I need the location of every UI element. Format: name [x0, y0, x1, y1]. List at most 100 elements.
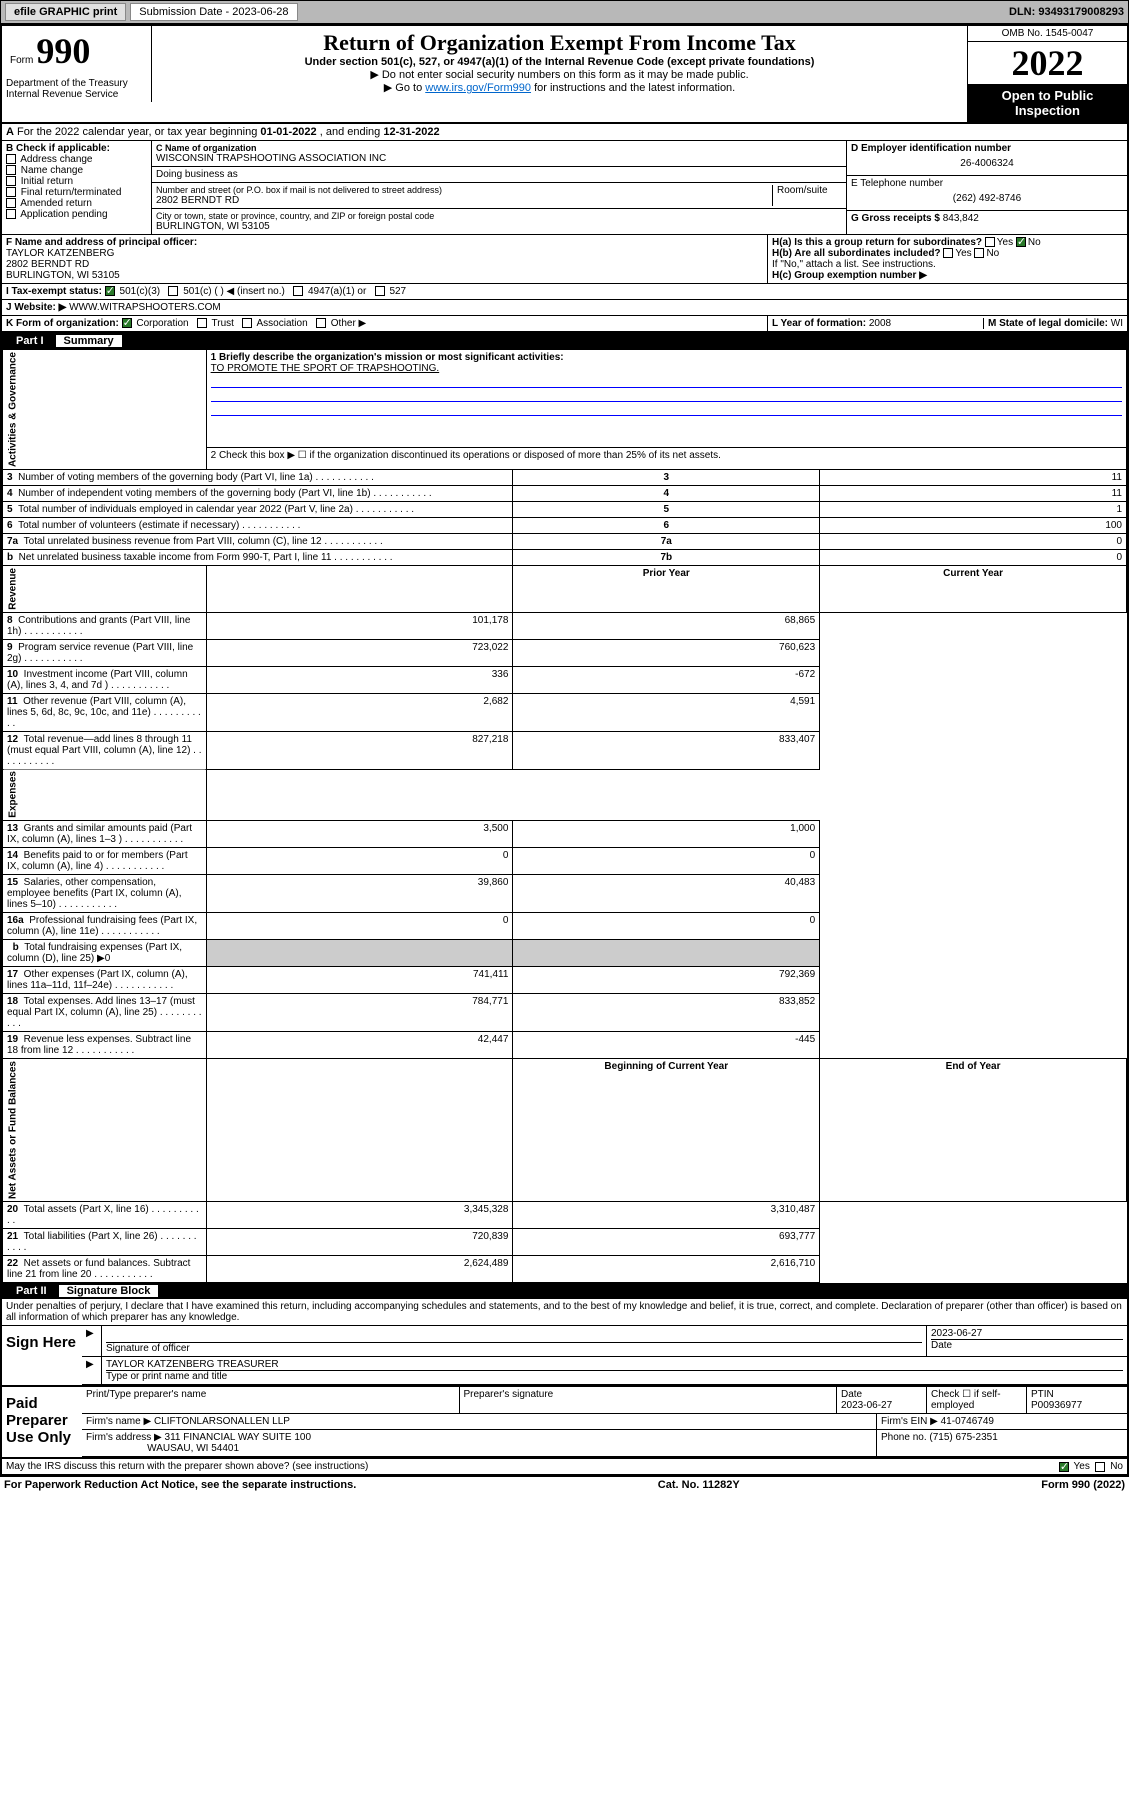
checkbox[interactable] — [6, 176, 16, 186]
footer-cat: Cat. No. 11282Y — [658, 1479, 740, 1491]
note-pre: ▶ Go to — [384, 82, 425, 94]
line-a: A For the 2022 calendar year, or tax yea… — [2, 124, 1127, 141]
ha-label: H(a) Is this a group return for subordin… — [772, 237, 982, 248]
section-c: C Name of organization WISCONSIN TRAPSHO… — [152, 141, 847, 234]
opt-4947: 4947(a)(1) or — [308, 286, 366, 297]
col-spacer — [206, 1059, 513, 1202]
irs-link[interactable]: www.irs.gov/Form990 — [425, 82, 531, 94]
row-py: 101,178 — [206, 612, 513, 639]
4947-checkbox[interactable] — [293, 286, 303, 296]
501c-checkbox[interactable] — [168, 286, 178, 296]
row-py: 3,500 — [206, 821, 513, 848]
side-expenses: Expenses — [3, 769, 207, 821]
row-py: 3,345,328 — [206, 1202, 513, 1229]
row-val: 1 — [820, 502, 1127, 518]
sig-officer-label: Signature of officer — [106, 1342, 922, 1354]
b-item: Name change — [6, 165, 147, 176]
row-cy: 760,623 — [513, 639, 820, 666]
b-item: Initial return — [6, 176, 147, 187]
row-desc: 20 Total assets (Part X, line 16) — [3, 1202, 207, 1229]
may-irs-text: May the IRS discuss this return with the… — [6, 1461, 368, 1472]
summary-table: Activities & Governance 1 Briefly descri… — [2, 349, 1127, 1283]
k-checkbox[interactable] — [316, 318, 326, 328]
part1-header: Part I Summary — [2, 333, 1127, 349]
open-public: Open to Public Inspection — [968, 84, 1127, 122]
row-cy: 2,616,710 — [513, 1256, 820, 1283]
row-desc: 14 Benefits paid to or for members (Part… — [3, 848, 207, 875]
room-suite-label: Room/suite — [772, 185, 842, 206]
row-cy: 792,369 — [513, 967, 820, 994]
k-checkbox[interactable] — [197, 318, 207, 328]
row-py: 42,447 — [206, 1032, 513, 1059]
may-irs-line: May the IRS discuss this return with the… — [2, 1459, 1127, 1475]
row-box: 5 — [513, 502, 820, 518]
city-label: City or town, state or province, country… — [156, 211, 842, 221]
hb-no-checkbox[interactable] — [974, 248, 984, 258]
sig-date: 2023-06-27 — [931, 1328, 1123, 1339]
sign-here-label: Sign Here — [2, 1326, 82, 1385]
row-py: 2,624,489 — [206, 1256, 513, 1283]
line-a-mid: , and ending — [320, 126, 384, 138]
hb-yes-checkbox[interactable] — [943, 248, 953, 258]
ha-no-checkbox[interactable] — [1016, 237, 1026, 247]
row-box: 6 — [513, 518, 820, 534]
row-py: 723,022 — [206, 639, 513, 666]
dln: DLN: 93493179008293 — [1009, 6, 1124, 18]
form-number-box: Form 990 — [2, 26, 152, 76]
penalty-statement: Under penalties of perjury, I declare th… — [2, 1299, 1127, 1326]
side-net-assets: Net Assets or Fund Balances — [3, 1059, 207, 1202]
row-desc: 22 Net assets or fund balances. Subtract… — [3, 1256, 207, 1283]
row-box: 4 — [513, 486, 820, 502]
domicile: WI — [1111, 318, 1123, 329]
end-year-header: End of Year — [820, 1059, 1127, 1202]
city-state-zip: BURLINGTON, WI 53105 — [156, 221, 842, 232]
year-block: OMB No. 1545-0047 2022 Open to Public In… — [967, 26, 1127, 122]
checkbox[interactable] — [6, 198, 16, 208]
527-checkbox[interactable] — [375, 286, 385, 296]
501c3-checkbox[interactable] — [105, 286, 115, 296]
dba-label: Doing business as — [156, 169, 842, 180]
firm-ein: 41-0746749 — [941, 1416, 994, 1427]
prior-year-header: Prior Year — [513, 566, 820, 613]
firm-phone-label: Phone no. — [881, 1432, 929, 1443]
officer-label: F Name and address of principal officer: — [6, 237, 197, 248]
row-desc: 21 Total liabilities (Part X, line 26) — [3, 1229, 207, 1256]
row-cy: 693,777 — [513, 1229, 820, 1256]
gross-receipts: 843,842 — [943, 213, 979, 224]
row-val: 11 — [820, 470, 1127, 486]
hb-label: H(b) Are all subordinates included? — [772, 248, 941, 259]
k-checkbox[interactable] — [122, 318, 132, 328]
arrow-icon: ▶ — [82, 1326, 102, 1356]
prep-date-label: Date — [841, 1389, 862, 1400]
row-cy: -672 — [513, 666, 820, 693]
tax-year-begin: 01-01-2022 — [260, 126, 316, 138]
row-desc: 9 Program service revenue (Part VIII, li… — [3, 639, 207, 666]
phone-label: E Telephone number — [851, 178, 1123, 189]
part2-title: Signature Block — [59, 1285, 159, 1297]
q1-cell: 1 Briefly describe the organization's mi… — [206, 350, 1126, 448]
may-irs-no-checkbox[interactable] — [1095, 1462, 1105, 1472]
tax-year: 2022 — [968, 42, 1127, 84]
section-b-header: B Check if applicable: — [6, 143, 147, 154]
checkbox[interactable] — [6, 187, 16, 197]
k-checkbox[interactable] — [242, 318, 252, 328]
org-name: WISCONSIN TRAPSHOOTING ASSOCIATION INC — [156, 153, 842, 164]
row-box: 3 — [513, 470, 820, 486]
submission-date: Submission Date - 2023-06-28 — [130, 3, 297, 21]
domicile-label: M State of legal domicile: — [988, 318, 1111, 329]
checkbox[interactable] — [6, 154, 16, 164]
checkbox[interactable] — [6, 165, 16, 175]
row-cy: 4,591 — [513, 693, 820, 731]
ha-yes-checkbox[interactable] — [985, 237, 995, 247]
may-irs-yes-checkbox[interactable] — [1059, 1462, 1069, 1472]
sign-here-block: Sign Here ▶ Signature of officer 2023-06… — [2, 1326, 1127, 1387]
row-cy: -445 — [513, 1032, 820, 1059]
may-irs-no: No — [1110, 1461, 1123, 1472]
row-desc: b Total fundraising expenses (Part IX, c… — [3, 940, 207, 967]
footer-form: Form 990 (2022) — [1041, 1479, 1125, 1491]
mission-line — [211, 390, 1122, 402]
row-desc: 7a Total unrelated business revenue from… — [3, 534, 513, 550]
org-name-label: C Name of organization — [156, 143, 842, 153]
checkbox[interactable] — [6, 209, 16, 219]
row-desc: 16a Professional fundraising fees (Part … — [3, 913, 207, 940]
